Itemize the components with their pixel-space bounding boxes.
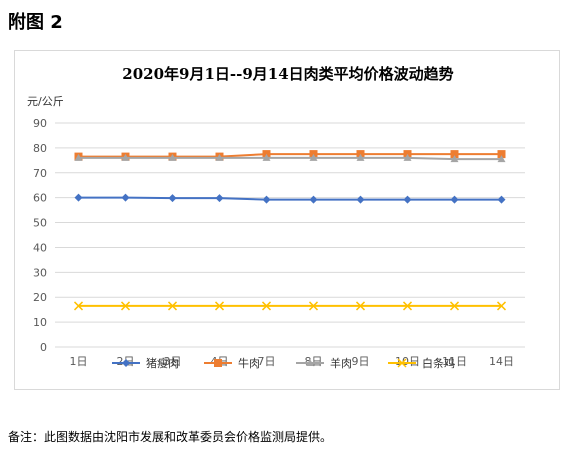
x-tick-label: 11日 [442, 355, 467, 368]
y-tick-label: 20 [33, 291, 47, 304]
data-point [496, 301, 507, 311]
x-tick-label: 8日 [305, 355, 323, 368]
chart-container: 2020年9月1日--9月14日肉类平均价格波动趋势 元/公斤 0 10 20 30 4… [14, 50, 560, 390]
y-tick-label: 70 [33, 167, 47, 180]
x-tick-label: 9日 [352, 355, 370, 368]
series-line-2 [78, 153, 502, 158]
data-point [356, 195, 365, 204]
y-tick-label: 0 [40, 341, 47, 354]
y-tick-label: 60 [33, 192, 47, 205]
chart-title: 2020年9月1日--9月14日肉类平均价格波动趋势 [122, 65, 454, 83]
data-point [262, 153, 271, 161]
y-tick-label: 10 [33, 316, 47, 329]
data-point [262, 195, 271, 204]
data-point [497, 155, 506, 163]
legend-marker [122, 359, 130, 367]
legend-label: 白条鸡 [422, 356, 455, 370]
data-point [449, 301, 460, 311]
data-point [168, 153, 177, 161]
data-point [403, 153, 412, 161]
data-point [121, 193, 130, 202]
data-point [356, 153, 365, 161]
series-line-3 [78, 156, 502, 161]
legend-marker [214, 359, 222, 367]
data-point [309, 195, 318, 204]
data-point [309, 153, 318, 161]
data-point [355, 301, 366, 311]
data-point [215, 194, 224, 203]
data-point [120, 301, 131, 311]
data-point [497, 195, 506, 204]
legend-label: 猪瘦肉 [146, 356, 179, 370]
y-tick-label: 30 [33, 266, 47, 279]
data-point [74, 193, 83, 202]
data-point [308, 301, 319, 311]
data-point [215, 153, 224, 161]
x-tick-label: 3日 [164, 355, 182, 368]
data-point [261, 301, 272, 311]
y-tick-label: 80 [33, 142, 47, 155]
series-line-1 [78, 196, 502, 201]
data-point [214, 301, 225, 311]
legend-marker [306, 359, 314, 366]
data-point [450, 195, 459, 204]
line-chart: 01020304050607080901日2日3日4日7日8日9日10日11日1… [33, 117, 525, 370]
x-tick-label: 7日 [258, 355, 276, 368]
data-point [402, 301, 413, 311]
data-point [450, 155, 459, 163]
data-point [73, 301, 84, 311]
y-tick-label: 40 [33, 241, 47, 254]
figure-label: 附图 2 [8, 12, 63, 33]
y-tick-label: 50 [33, 217, 47, 230]
data-point [497, 150, 506, 159]
legend-marker [397, 358, 407, 368]
data-point [74, 153, 83, 161]
legend-label: 羊肉 [330, 356, 352, 370]
x-tick-label: 14日 [489, 355, 514, 368]
y-tick-label: 90 [33, 117, 47, 130]
data-point [121, 153, 130, 161]
data-point [168, 194, 177, 203]
x-tick-label: 1日 [70, 355, 88, 368]
source-note: 备注：此图数据由沈阳市发展和改革委员会价格监测局提供。 [8, 430, 333, 444]
data-point [450, 150, 459, 159]
data-point [167, 301, 178, 311]
data-point [403, 195, 412, 204]
legend-label: 牛肉 [238, 356, 260, 370]
y-axis-unit-label: 元/公斤 [27, 95, 64, 108]
